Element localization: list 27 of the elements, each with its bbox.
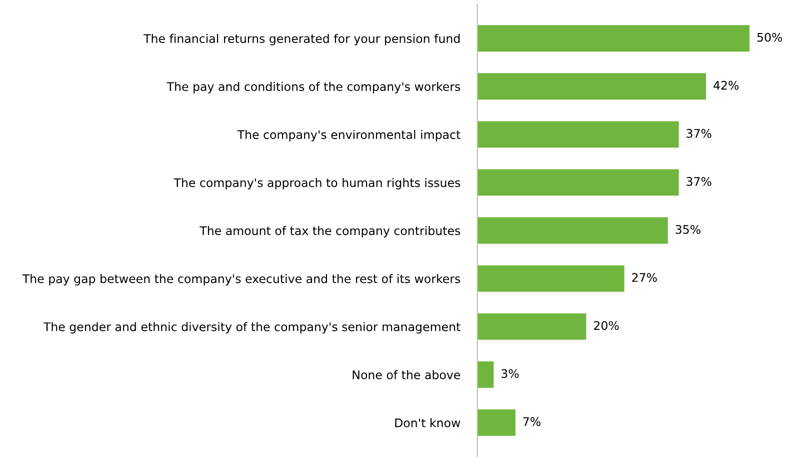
y-tick-label: None of the above [352, 370, 460, 380]
y-tick-label: The company's approach to human rights issues [174, 178, 460, 190]
data-label: 27% [632, 273, 657, 282]
data-label: 7% [523, 417, 540, 426]
y-tick-label: The financial returns generated for your pension fund [144, 34, 460, 46]
y-tick-label: The gender and ethnic diversity of the company's senior management [43, 322, 460, 334]
y-tick-label: The amount of tax the company contributes [200, 226, 460, 238]
bar [477, 25, 750, 52]
data-label: 3% [502, 369, 519, 378]
bar [477, 409, 516, 436]
y-tick-label: The company's environmental impact [237, 130, 460, 142]
data-label: 37% [686, 176, 712, 186]
bar [477, 313, 586, 340]
data-label: 42% [714, 80, 739, 90]
data-label: 37% [686, 128, 712, 138]
y-tick-label: The pay gap between the company's executive and the rest of its workers [22, 274, 460, 286]
bar [477, 361, 494, 388]
data-label: 35% [676, 224, 700, 234]
data-label: 50% [757, 32, 782, 42]
y-tick-label: The pay and conditions of the company's workers [166, 82, 460, 94]
y-tick-label: Don't know [395, 418, 460, 428]
bar [477, 73, 706, 100]
bar [477, 217, 668, 244]
bar [477, 169, 679, 196]
bar [477, 265, 624, 292]
data-label: 20% [594, 321, 619, 330]
bar [477, 121, 679, 148]
